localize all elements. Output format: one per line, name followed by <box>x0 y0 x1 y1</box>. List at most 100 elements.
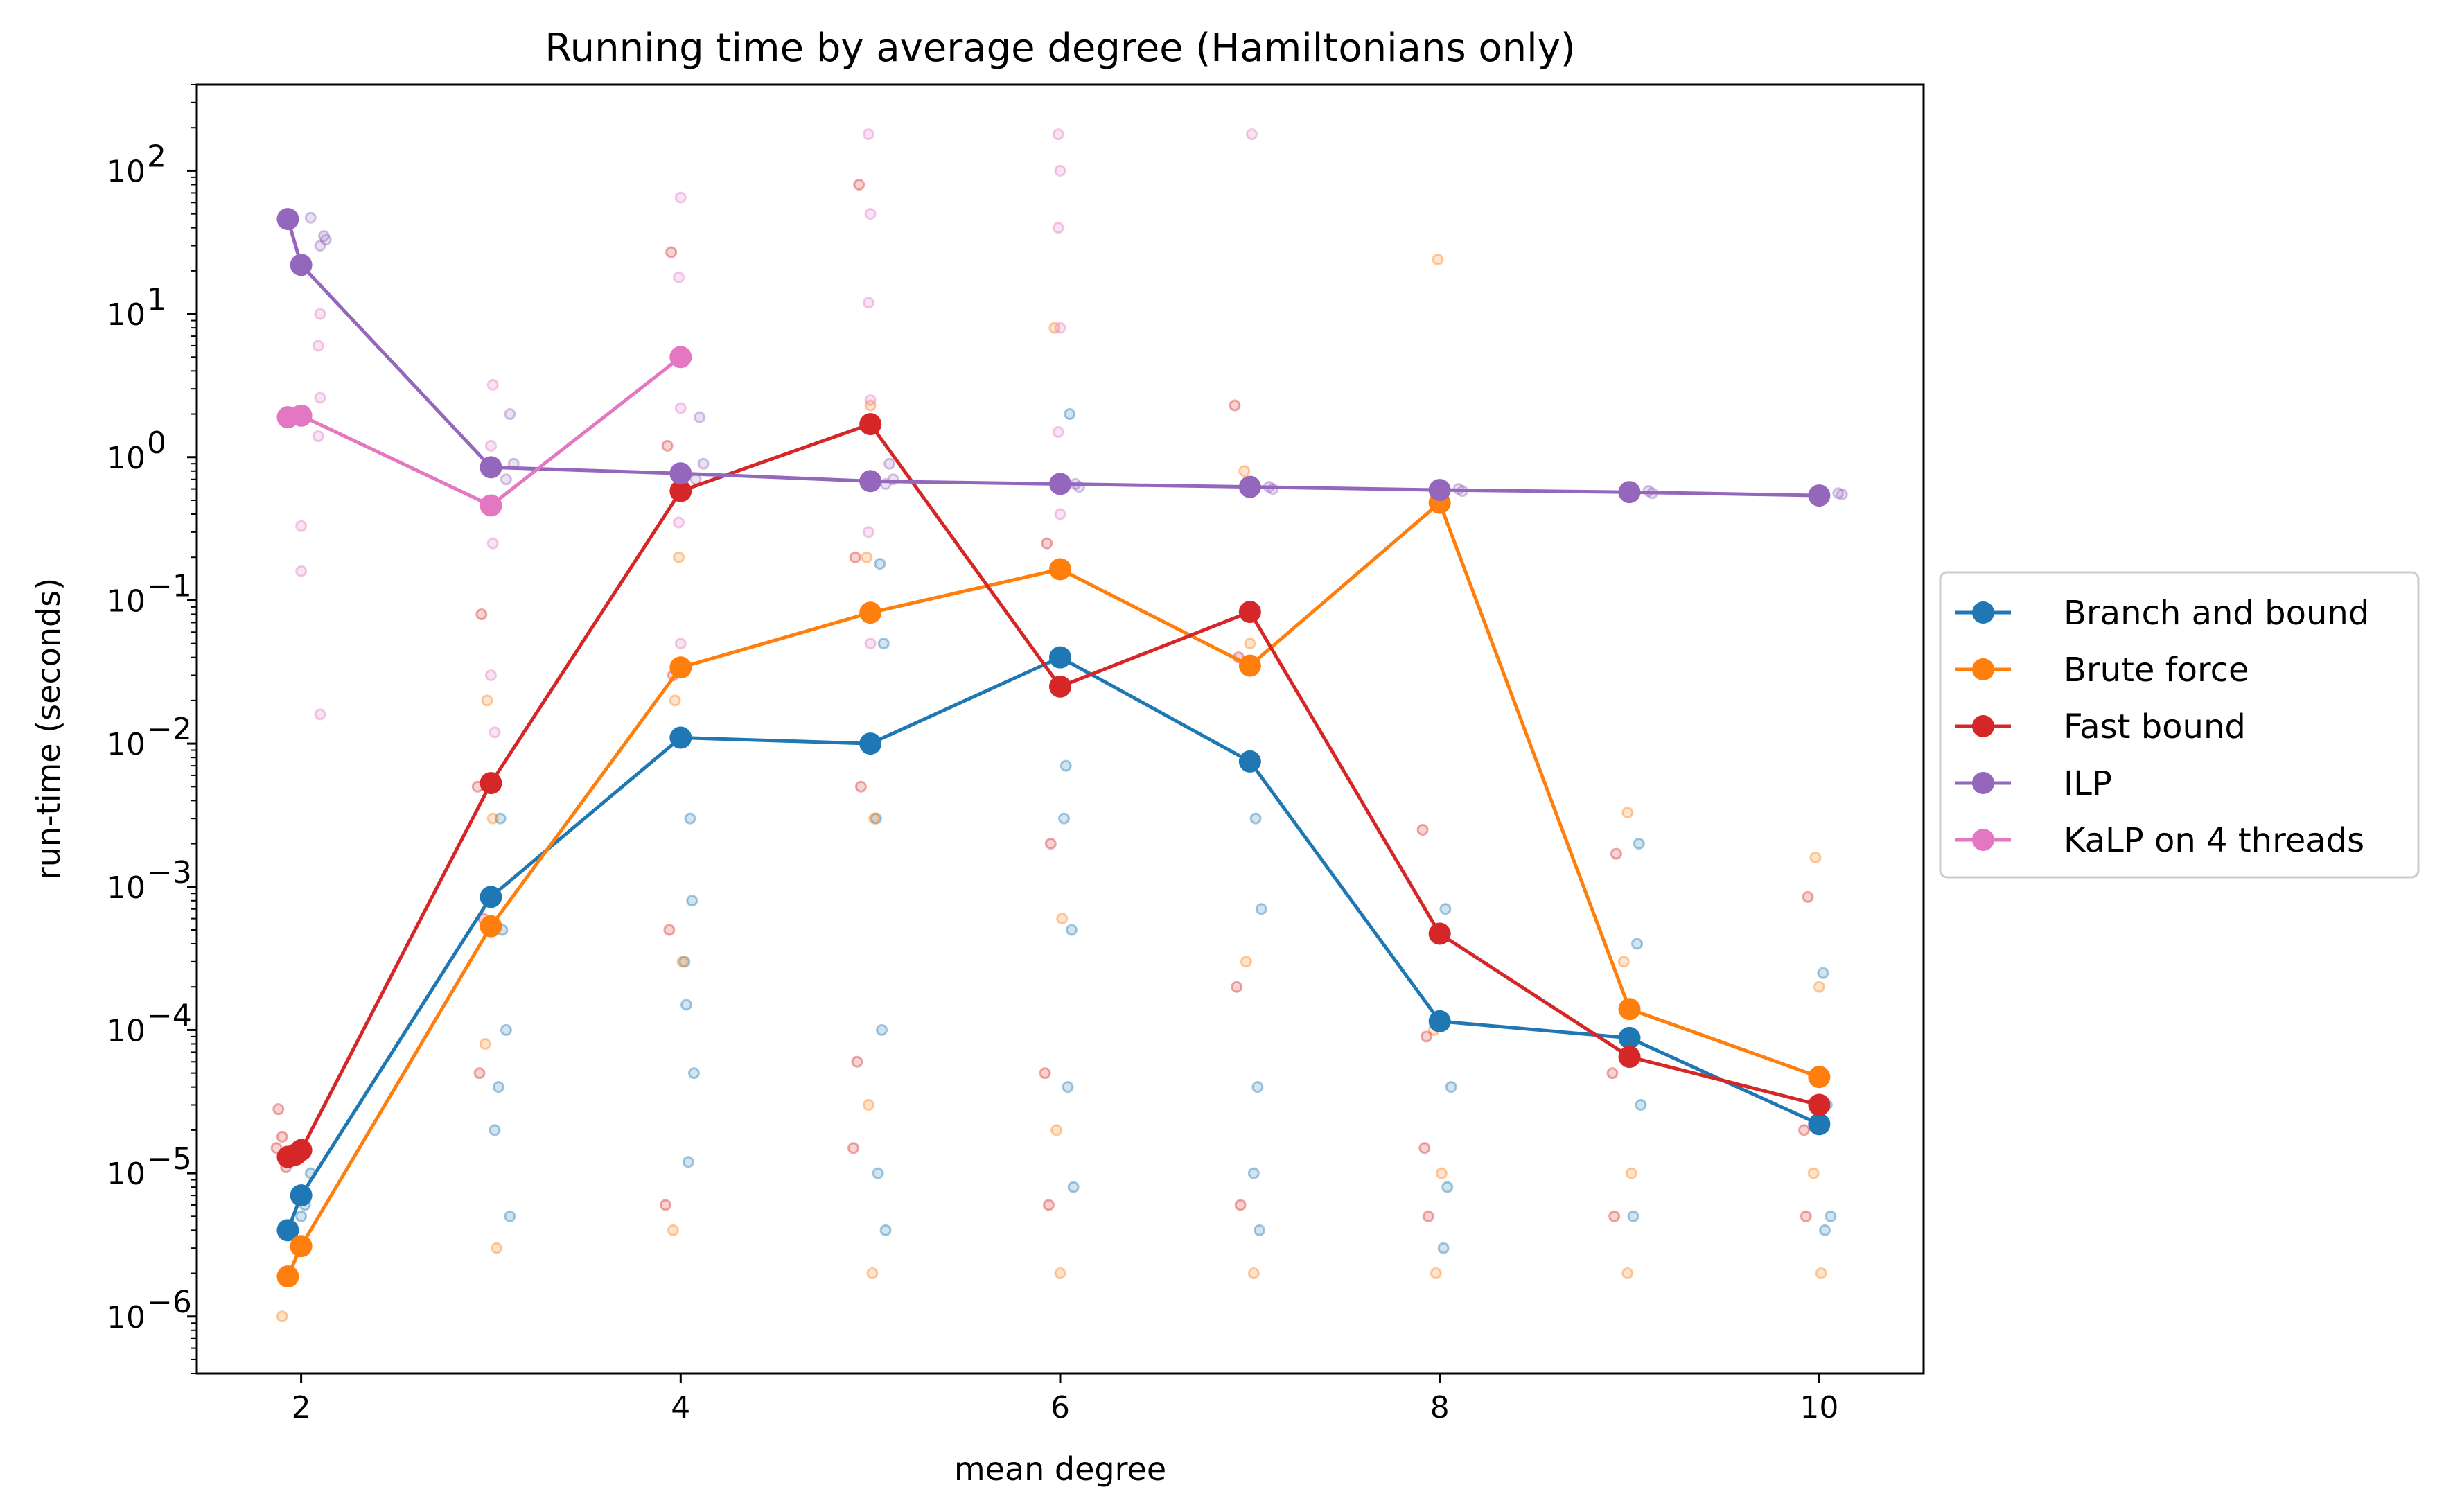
scatter-point <box>674 191 687 204</box>
scatter-point <box>1800 1210 1812 1222</box>
series-ilp <box>276 208 1831 507</box>
scatter-point <box>1797 1124 1810 1136</box>
scatter-point <box>272 1103 285 1116</box>
scatter-point <box>1621 1267 1634 1280</box>
scatter-point <box>494 812 507 825</box>
scatter-point <box>1832 487 1845 500</box>
scatter-point <box>276 1310 288 1323</box>
scatter-point <box>319 234 332 246</box>
scatter-point <box>312 430 324 443</box>
legend-label: Brute force <box>2064 651 2249 689</box>
scatter-point <box>862 1098 874 1111</box>
scatter-point <box>862 297 874 309</box>
scatter-point <box>1054 322 1066 334</box>
y-tick-exponent: −3 <box>147 855 192 890</box>
scatter-point <box>684 812 696 825</box>
series-line <box>287 422 1820 1159</box>
scatter-point <box>687 1067 700 1080</box>
data-point <box>1238 750 1261 773</box>
y-tick-label: 10 <box>107 154 146 189</box>
scatter-point <box>1819 1224 1831 1236</box>
x-tick-label: 4 <box>671 1390 690 1425</box>
scatter-point <box>1418 1142 1431 1154</box>
scatter-point <box>489 1124 501 1136</box>
scatter-point <box>1050 1124 1063 1136</box>
data-point <box>290 404 313 427</box>
y-tick-label: 10 <box>107 583 146 619</box>
scatter-point <box>1621 807 1634 819</box>
legend-label: Fast bound <box>2064 707 2246 746</box>
legend-item: KaLP on 4 threads <box>1955 821 2364 860</box>
series-fast-bound <box>276 413 1831 1168</box>
data-point <box>859 470 882 493</box>
y-tick-label: 10 <box>107 727 146 762</box>
data-point <box>276 1265 299 1288</box>
data-point <box>276 1219 299 1242</box>
scatter-point <box>491 1242 503 1254</box>
scatter-point <box>314 239 326 252</box>
scatter-point <box>1043 1199 1055 1211</box>
scatter-point <box>665 246 678 258</box>
scatter-point <box>851 1055 863 1068</box>
data-point <box>669 726 692 749</box>
scatter-point <box>1067 1181 1080 1193</box>
scatter-kalp-on-4-threads <box>295 128 1258 739</box>
plot-area <box>270 128 1848 1323</box>
data-point <box>290 1235 313 1258</box>
legend-item: Fast bound <box>1955 707 2246 746</box>
y-tick-exponent: −6 <box>147 1285 192 1320</box>
scatter-point <box>847 1142 860 1154</box>
scatter-point <box>500 1023 512 1036</box>
scatter-point <box>1435 1167 1448 1179</box>
scatter-point <box>1234 1199 1247 1211</box>
data-point <box>1808 1113 1831 1136</box>
y-tick-exponent: 0 <box>147 425 166 461</box>
series-branch-and-bound <box>276 646 1831 1242</box>
scatter-point <box>473 1067 486 1080</box>
scatter-point <box>276 1130 288 1143</box>
legend-item: Brute force <box>1955 651 2249 689</box>
data-point <box>1618 481 1641 504</box>
data-point <box>1049 473 1071 495</box>
data-point <box>480 886 502 908</box>
scatter-point <box>1229 399 1241 412</box>
series-kalp-on-4-threads <box>276 346 692 517</box>
series-line <box>286 655 1820 1231</box>
data-point <box>290 1139 313 1161</box>
scatter-point <box>1054 164 1066 177</box>
data-point <box>1808 1093 1831 1116</box>
x-tick-label: 2 <box>292 1390 311 1425</box>
data-point <box>1238 601 1261 624</box>
scatter-point <box>1807 1167 1820 1179</box>
data-point <box>290 1184 313 1207</box>
scatter-point <box>1813 981 1825 993</box>
scatter-point <box>663 924 676 936</box>
y-tick-exponent: −2 <box>147 712 192 747</box>
scatter-point <box>1630 938 1643 950</box>
scatter-point <box>1231 981 1243 993</box>
scatter-point <box>1244 638 1256 650</box>
scatter-point <box>853 178 865 191</box>
scatter-point <box>1052 128 1064 141</box>
scatter-point <box>883 457 896 470</box>
legend-marker <box>1972 658 1994 680</box>
x-axis: 2 4 6 8 10 <box>292 1373 1838 1425</box>
scatter-point <box>481 694 493 707</box>
scatter-point <box>1254 1224 1266 1236</box>
legend-marker <box>1972 829 1994 851</box>
scatter-point <box>673 271 685 283</box>
scatter-point <box>1054 1267 1066 1280</box>
scatter-point <box>1627 1210 1639 1222</box>
scatter-point <box>1246 128 1258 141</box>
scatter-point <box>1416 824 1429 836</box>
scatter-point <box>674 402 687 414</box>
scatter-point <box>1825 1210 1837 1222</box>
y-axis-title: run-time (seconds) <box>30 578 67 880</box>
scatter-point <box>1439 903 1452 915</box>
scatter-point <box>864 394 877 407</box>
scatter-point <box>694 411 706 423</box>
scatter-point <box>1251 1081 1264 1093</box>
y-tick-label: 10 <box>107 1300 146 1335</box>
